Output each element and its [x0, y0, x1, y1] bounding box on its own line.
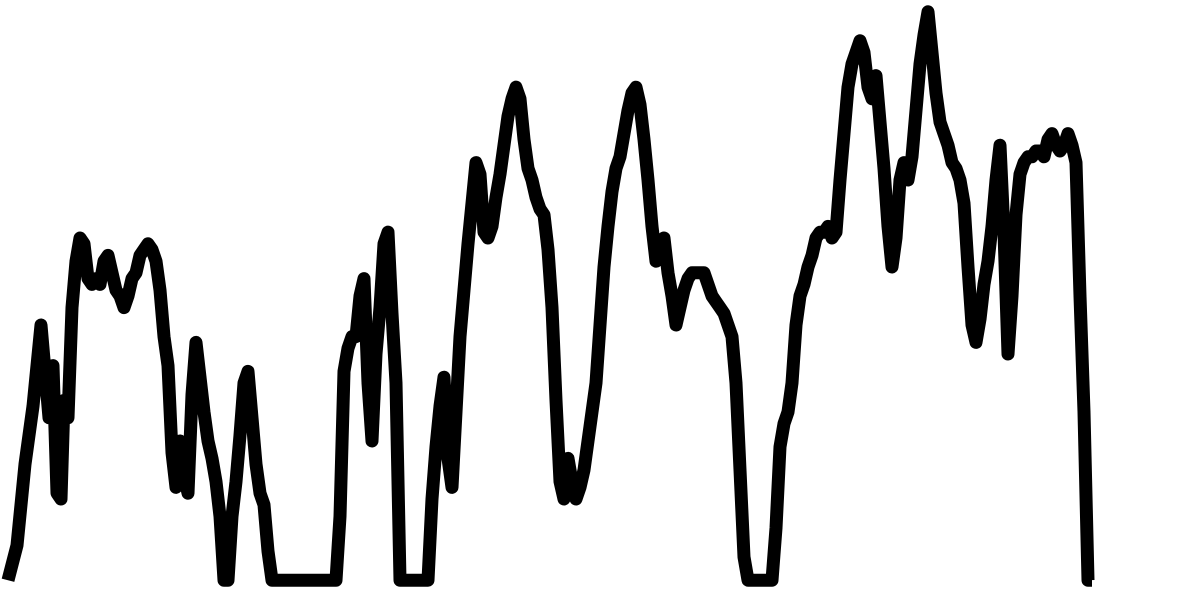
series-layer	[1, 5, 1095, 587]
series-line-0	[1, 5, 1095, 587]
